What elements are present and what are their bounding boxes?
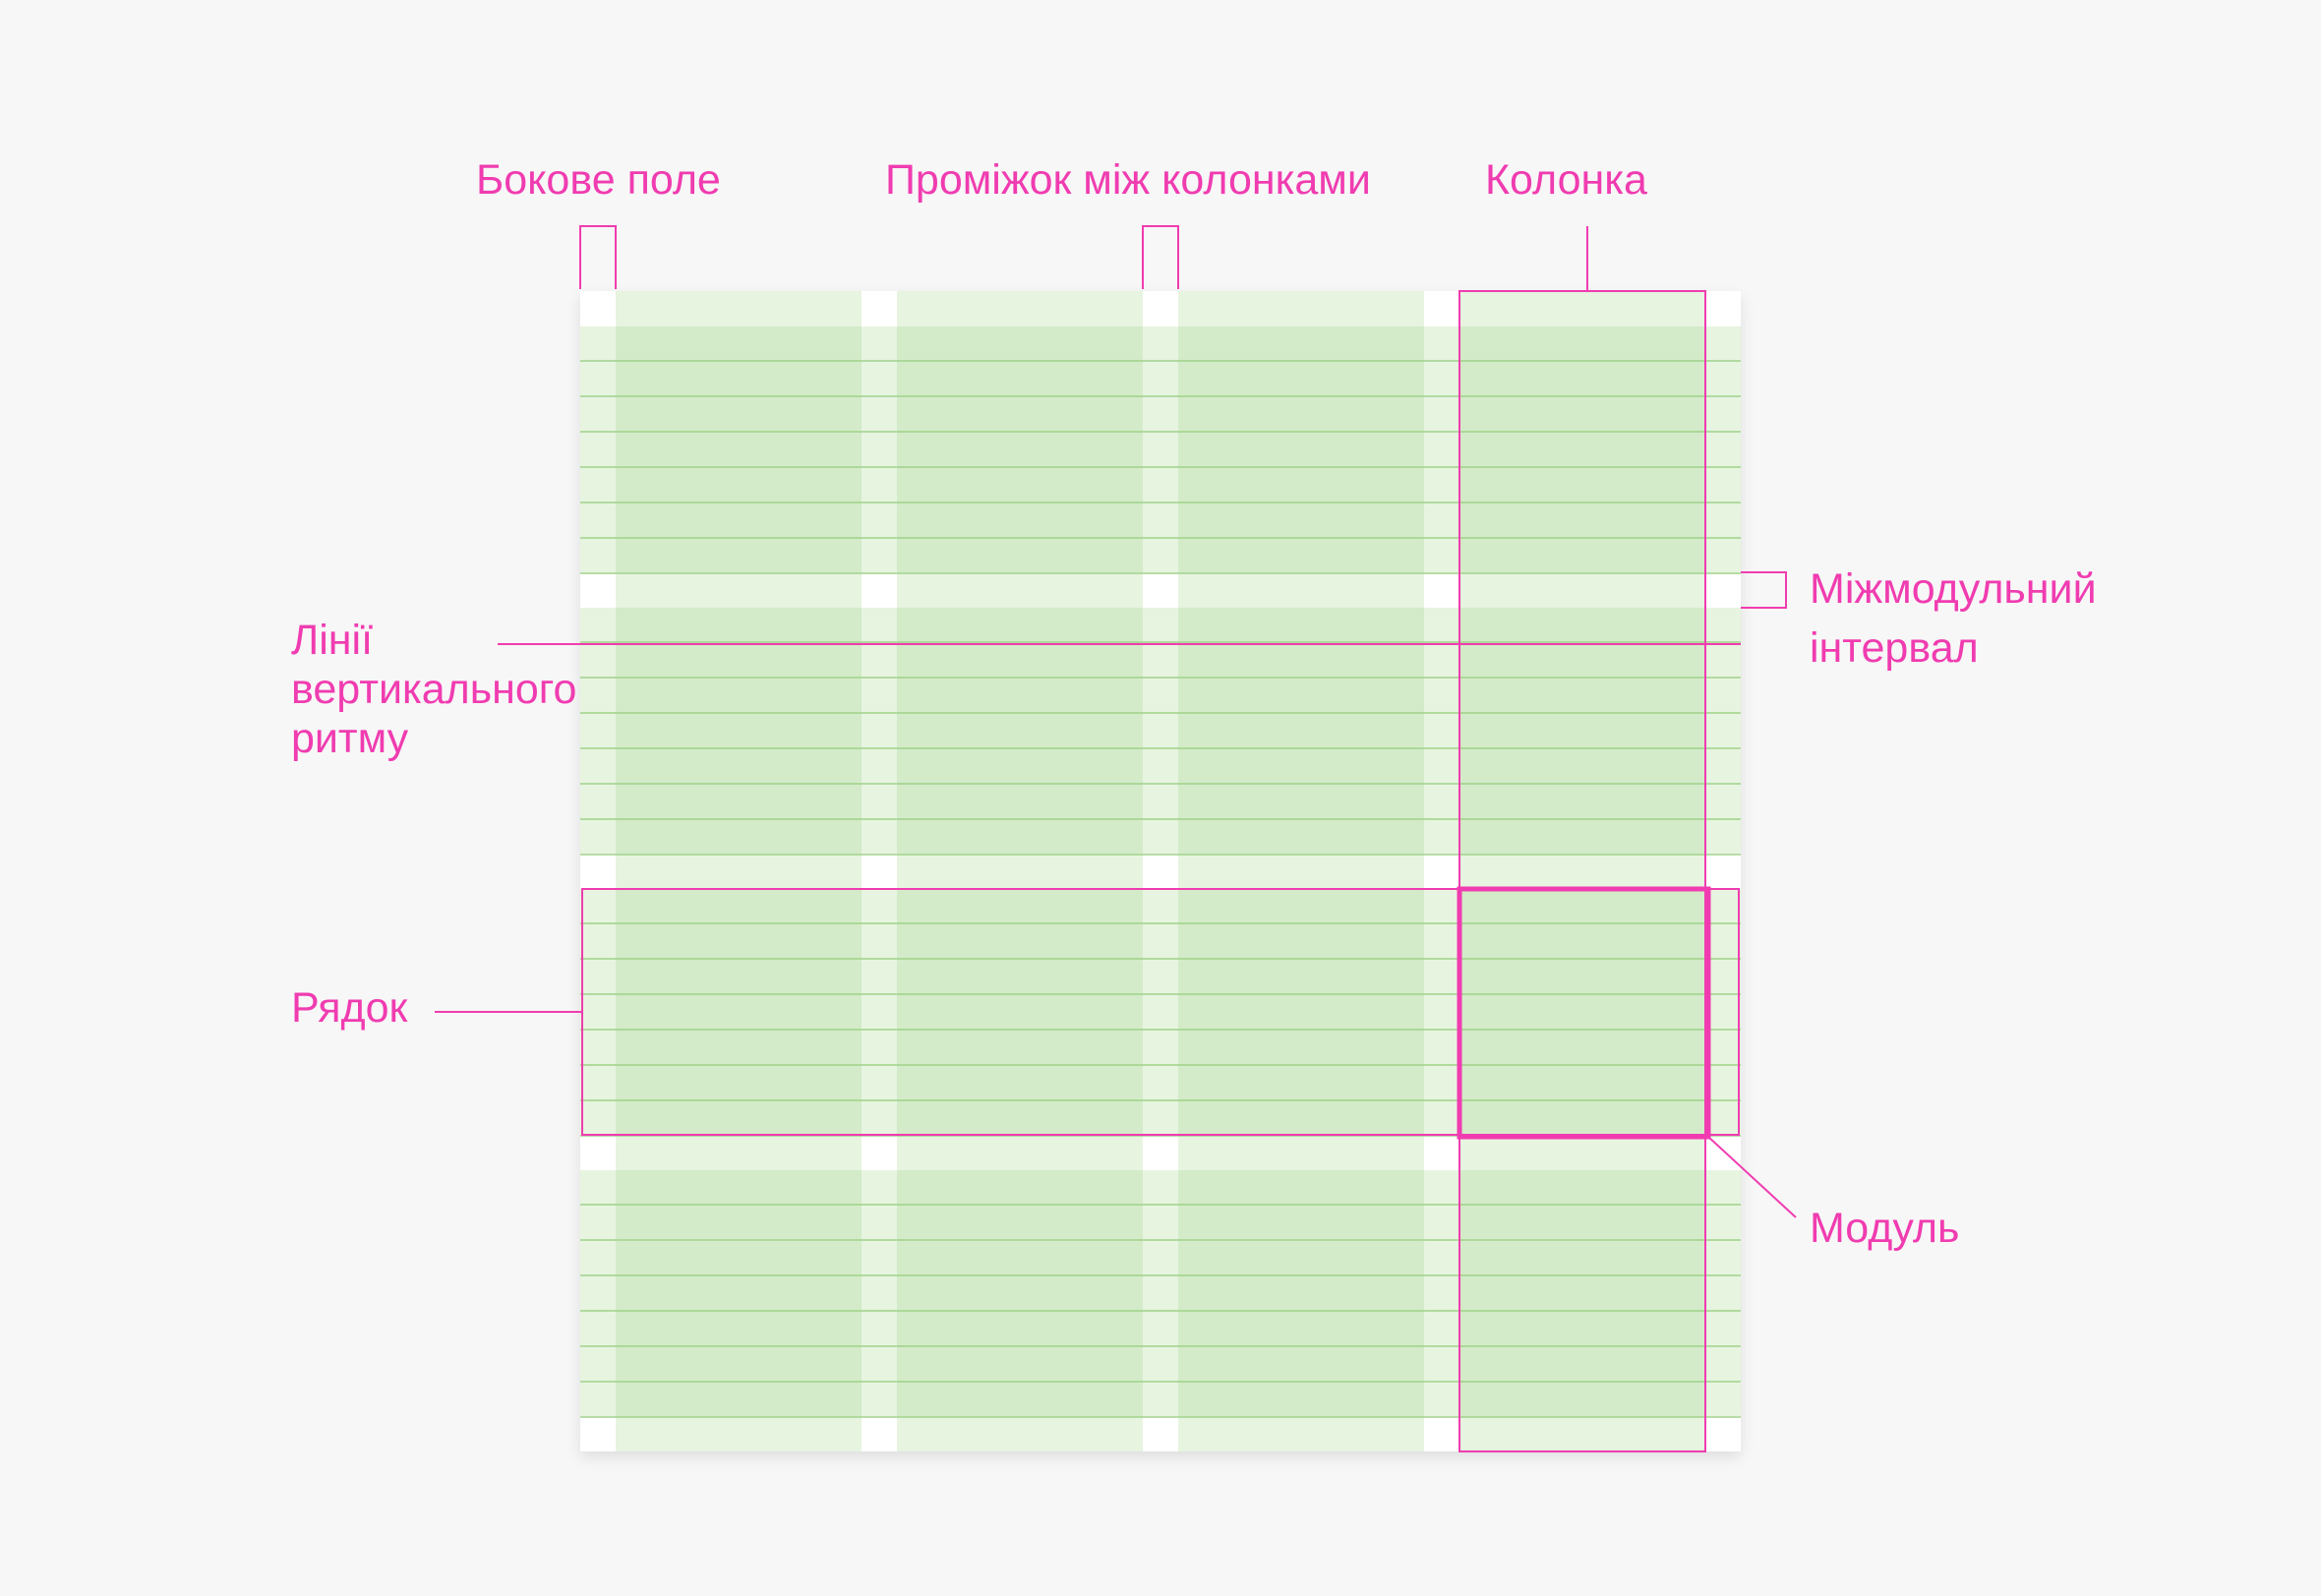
module-r1-c4 [1459,326,1705,572]
bracket-side-margin [579,225,617,289]
annotations [435,225,1797,1452]
module-r4-c4 [1459,1170,1705,1416]
label-baseline-line1: Лінії [291,617,374,664]
module-r1-c1 [616,326,862,572]
label-gutter: Проміжок між колонками [885,156,1371,204]
bracket-intermodule [1741,571,1787,609]
module-r2-c1 [616,608,862,854]
module-r4-c3 [1178,1170,1424,1416]
label-baseline-line3: ритму [291,715,409,762]
highlight-column [1458,290,1706,1452]
label-baseline-line2: вертикального [291,666,577,713]
grid-fills [580,291,1741,1451]
module-r3-c2 [897,889,1143,1135]
label-module: Модуль [1810,1205,1960,1252]
label-baseline-lines: Лінії вертикального ритму [291,616,576,763]
module-r1-c2 [897,326,1143,572]
module-r2-c2 [897,608,1143,854]
module-r2-c4 [1459,608,1705,854]
module-r1-c3 [1178,326,1424,572]
bracket-gutter [1142,225,1179,289]
highlight-module [1457,886,1711,1140]
label-side-margin: Бокове поле [476,156,721,204]
label-intermodule-interval: Міжмодульний інтервал [1810,564,2097,673]
module-r3-c3 [1178,889,1424,1135]
leader-module [1707,1136,1797,1218]
label-intermodule-line1: Міжмодульний [1810,565,2097,613]
module-r3-c4 [1459,889,1705,1135]
label-intermodule-line2: інтервал [1810,624,1979,672]
module-r3-c1 [616,889,862,1135]
label-row: Рядок [291,984,408,1032]
module-r4-c1 [616,1170,862,1416]
module-r4-c2 [897,1170,1143,1416]
label-column: Колонка [1485,156,1647,204]
module-r2-c3 [1178,608,1424,854]
baseline-lines [580,360,1741,1418]
